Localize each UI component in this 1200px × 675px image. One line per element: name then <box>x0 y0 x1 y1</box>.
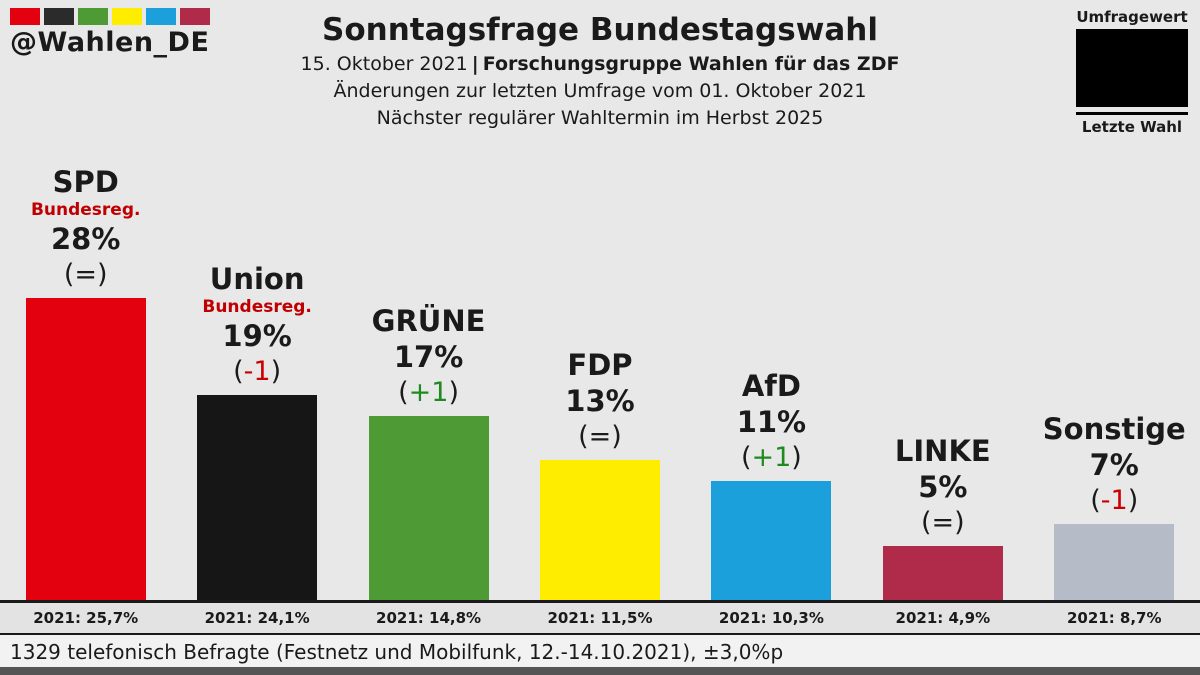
party-name: Sonstige <box>1042 412 1186 447</box>
last-election-value: 2021: 14,8% <box>376 609 482 627</box>
legend: Umfragewert Letzte Wahl <box>1076 8 1188 136</box>
party-value: 17% <box>393 339 464 374</box>
party-value: 11% <box>736 404 807 439</box>
party-name: SPD <box>52 164 119 199</box>
party-value: 13% <box>565 383 635 418</box>
last-election-value: 2021: 11,5% <box>547 609 653 627</box>
palette-swatch-red <box>10 8 40 25</box>
palette-swatch-yellow <box>112 8 142 25</box>
last-election-row: 2021: 25,7% 2021: 24,1% 2021: 14,8% 2021… <box>0 600 1200 633</box>
branding: @Wahlen_DE <box>10 8 210 58</box>
party-change: (=) <box>578 420 622 452</box>
subtitle-change-note: Änderungen zur letzten Umfrage vom 01. O… <box>333 80 867 102</box>
palette-swatch-black <box>44 8 74 25</box>
last-election-value: 2021: 4,9% <box>895 609 991 627</box>
page-title: Sonntagsfrage Bundestagswahl <box>322 12 878 48</box>
twitter-handle: @Wahlen_DE <box>10 27 210 58</box>
party-note: Bundesreg. <box>202 296 312 317</box>
legend-last-election-label: Letzte Wahl <box>1081 118 1183 136</box>
bar <box>197 395 318 600</box>
party-change: (-1) <box>233 355 282 387</box>
palette-swatch-crimson <box>180 8 210 25</box>
party-note: Bundesreg. <box>30 199 141 220</box>
separator: | <box>471 53 479 75</box>
party-change: (-1) <box>1090 484 1139 516</box>
bar <box>25 298 146 600</box>
party-change: (+1) <box>740 441 802 473</box>
legend-poll-swatch <box>1076 29 1188 107</box>
bar-group-union: Union Bundesreg. 19% (-1) <box>171 262 342 600</box>
legend-poll-label: Umfragewert <box>1076 8 1188 26</box>
bar-group-spd: SPD Bundesreg. 28% (=) <box>0 165 171 600</box>
bar <box>539 460 660 600</box>
party-value: 28% <box>51 221 121 256</box>
survey-info-text: 1329 telefonisch Befragte (Festnetz und … <box>10 640 784 664</box>
bar-chart: SPD Bundesreg. 28% (=) Union Bundesreg. … <box>0 140 1200 600</box>
survey-info-footer: 1329 telefonisch Befragte (Festnetz und … <box>0 633 1200 667</box>
last-election-value: 2021: 25,7% <box>33 609 139 627</box>
party-name: AfD <box>741 369 801 404</box>
bar <box>882 546 1003 600</box>
legend-last-election-line <box>1076 112 1188 115</box>
bar-group-afd: AfD 11% (+1) <box>686 369 857 600</box>
party-name: FDP <box>567 348 633 383</box>
last-election-value: 2021: 10,3% <box>718 609 824 627</box>
bar <box>711 481 832 600</box>
last-election-value: 2021: 8,7% <box>1066 609 1162 627</box>
bar-group-sonstige: Sonstige 7% (-1) <box>1029 412 1200 600</box>
party-name: LINKE <box>894 434 991 469</box>
bar <box>1054 524 1175 600</box>
poll-source: Forschungsgruppe Wahlen für das ZDF <box>482 53 900 75</box>
party-name: GRÜNE <box>371 304 486 339</box>
party-value: 7% <box>1089 447 1139 482</box>
party-change: (=) <box>63 258 108 290</box>
bottom-border-strip <box>0 667 1200 675</box>
party-change: (+1) <box>398 376 459 408</box>
party-color-palette <box>10 8 210 25</box>
header: Sonntagsfrage Bundestagswahl 15. Oktober… <box>230 12 970 129</box>
party-value: 5% <box>918 469 968 504</box>
bar-group-gruene: GRÜNE 17% (+1) <box>343 304 514 600</box>
subtitle-next-election: Nächster regulärer Wahltermin im Herbst … <box>376 107 824 129</box>
party-change: (=) <box>920 506 965 538</box>
poll-date: 15. Oktober 2021 <box>300 53 468 75</box>
bar <box>368 416 489 600</box>
party-name: Union <box>209 261 305 296</box>
bar-group-linke: LINKE 5% (=) <box>857 434 1028 600</box>
palette-swatch-green <box>78 8 108 25</box>
bar-group-fdp: FDP 13% (=) <box>514 348 685 600</box>
subtitle-date-source: 15. Oktober 2021 | Forschungsgruppe Wahlen… <box>230 53 970 75</box>
party-value: 19% <box>222 318 292 353</box>
palette-swatch-blue <box>146 8 176 25</box>
last-election-value: 2021: 24,1% <box>204 609 310 627</box>
